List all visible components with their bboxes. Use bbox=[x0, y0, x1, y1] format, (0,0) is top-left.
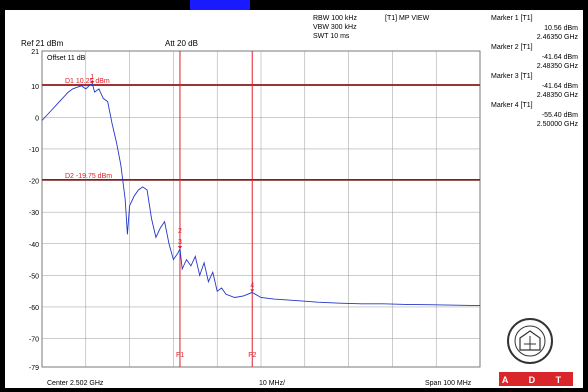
top-blue-strip bbox=[190, 0, 250, 10]
display-line-label: D2 -19.75 dBm bbox=[65, 173, 112, 180]
marker-panel-frequency: 2.46350 GHz bbox=[537, 34, 579, 41]
y-tick-label: -40 bbox=[29, 242, 39, 249]
marker-panel-title: Marker 4 [T1] bbox=[491, 102, 533, 109]
y-tick-label: -30 bbox=[29, 210, 39, 217]
marker-panel-frequency: 2.48350 GHz bbox=[537, 63, 579, 70]
frequency-line-label: F1 bbox=[176, 352, 184, 359]
marker-panel-title: Marker 2 [T1] bbox=[491, 44, 533, 51]
marker-label: 1 bbox=[90, 74, 94, 81]
y-tick-label: -20 bbox=[29, 179, 39, 186]
spectrum-plot: Ref 21 dBm Att 20 dB RBW 100 kHz VBW 300… bbox=[5, 10, 583, 388]
marker-panel-level: -55.40 dBm bbox=[542, 112, 578, 119]
vbw-label: VBW 300 kHz bbox=[313, 24, 357, 31]
y-tick-label: 10 bbox=[31, 84, 39, 91]
y-tick-label: 0 bbox=[35, 115, 39, 122]
marker-label: 2 bbox=[178, 228, 182, 235]
division-label: 10 MHz/ bbox=[259, 380, 285, 387]
y-tick-label: -50 bbox=[29, 273, 39, 280]
rbw-label: RBW 100 kHz bbox=[313, 15, 357, 22]
y-tick-label: -60 bbox=[29, 305, 39, 312]
marker-panel-frequency: 2.50000 GHz bbox=[537, 121, 579, 128]
marker-panel: Marker 1 [T1] 10.56 dBm 2.46350 GHz Marker … bbox=[491, 15, 578, 128]
certification-logo: A D T bbox=[499, 319, 573, 386]
center-frequency-label: Center 2.502 GHz bbox=[47, 380, 104, 387]
display-line-label: D1 10.25 dBm bbox=[65, 78, 110, 85]
analyzer-display: Ref 21 dBm Att 20 dB RBW 100 kHz VBW 300… bbox=[5, 10, 583, 388]
marker-panel-level: -41.64 dBm bbox=[542, 83, 578, 90]
adt-logo-text: A D T bbox=[502, 375, 570, 385]
attenuation-label: Att 20 dB bbox=[165, 39, 198, 48]
swt-label: SWT 10 ms bbox=[313, 33, 350, 40]
ref-level-label: Ref 21 dBm bbox=[21, 39, 64, 48]
y-tick-label: -10 bbox=[29, 147, 39, 154]
marker-panel-level: 10.56 dBm bbox=[544, 25, 578, 32]
marker-panel-frequency: 2.48350 GHz bbox=[537, 92, 579, 99]
span-label: Span 100 MHz bbox=[425, 380, 472, 387]
trace-mode-label: [T1] MP VIEW bbox=[385, 15, 430, 22]
marker-panel-title: Marker 1 [T1] bbox=[491, 15, 533, 22]
marker-panel-title: Marker 3 [T1] bbox=[491, 73, 533, 80]
y-tick-label: -70 bbox=[29, 337, 39, 344]
offset-label: Offset 11 dB bbox=[47, 55, 86, 62]
frequency-line-label: F2 bbox=[248, 352, 256, 359]
y-tick-labels: 21 10 0 -10 -20 -30 -40 -50 -60 -70 -79 bbox=[29, 49, 39, 372]
marker-label: 3 bbox=[178, 239, 182, 246]
marker-panel-level: -41.64 dBm bbox=[542, 54, 578, 61]
marker-label: 4 bbox=[250, 282, 254, 289]
y-tick-label: -79 bbox=[29, 365, 39, 372]
y-tick-label: 21 bbox=[31, 49, 39, 56]
